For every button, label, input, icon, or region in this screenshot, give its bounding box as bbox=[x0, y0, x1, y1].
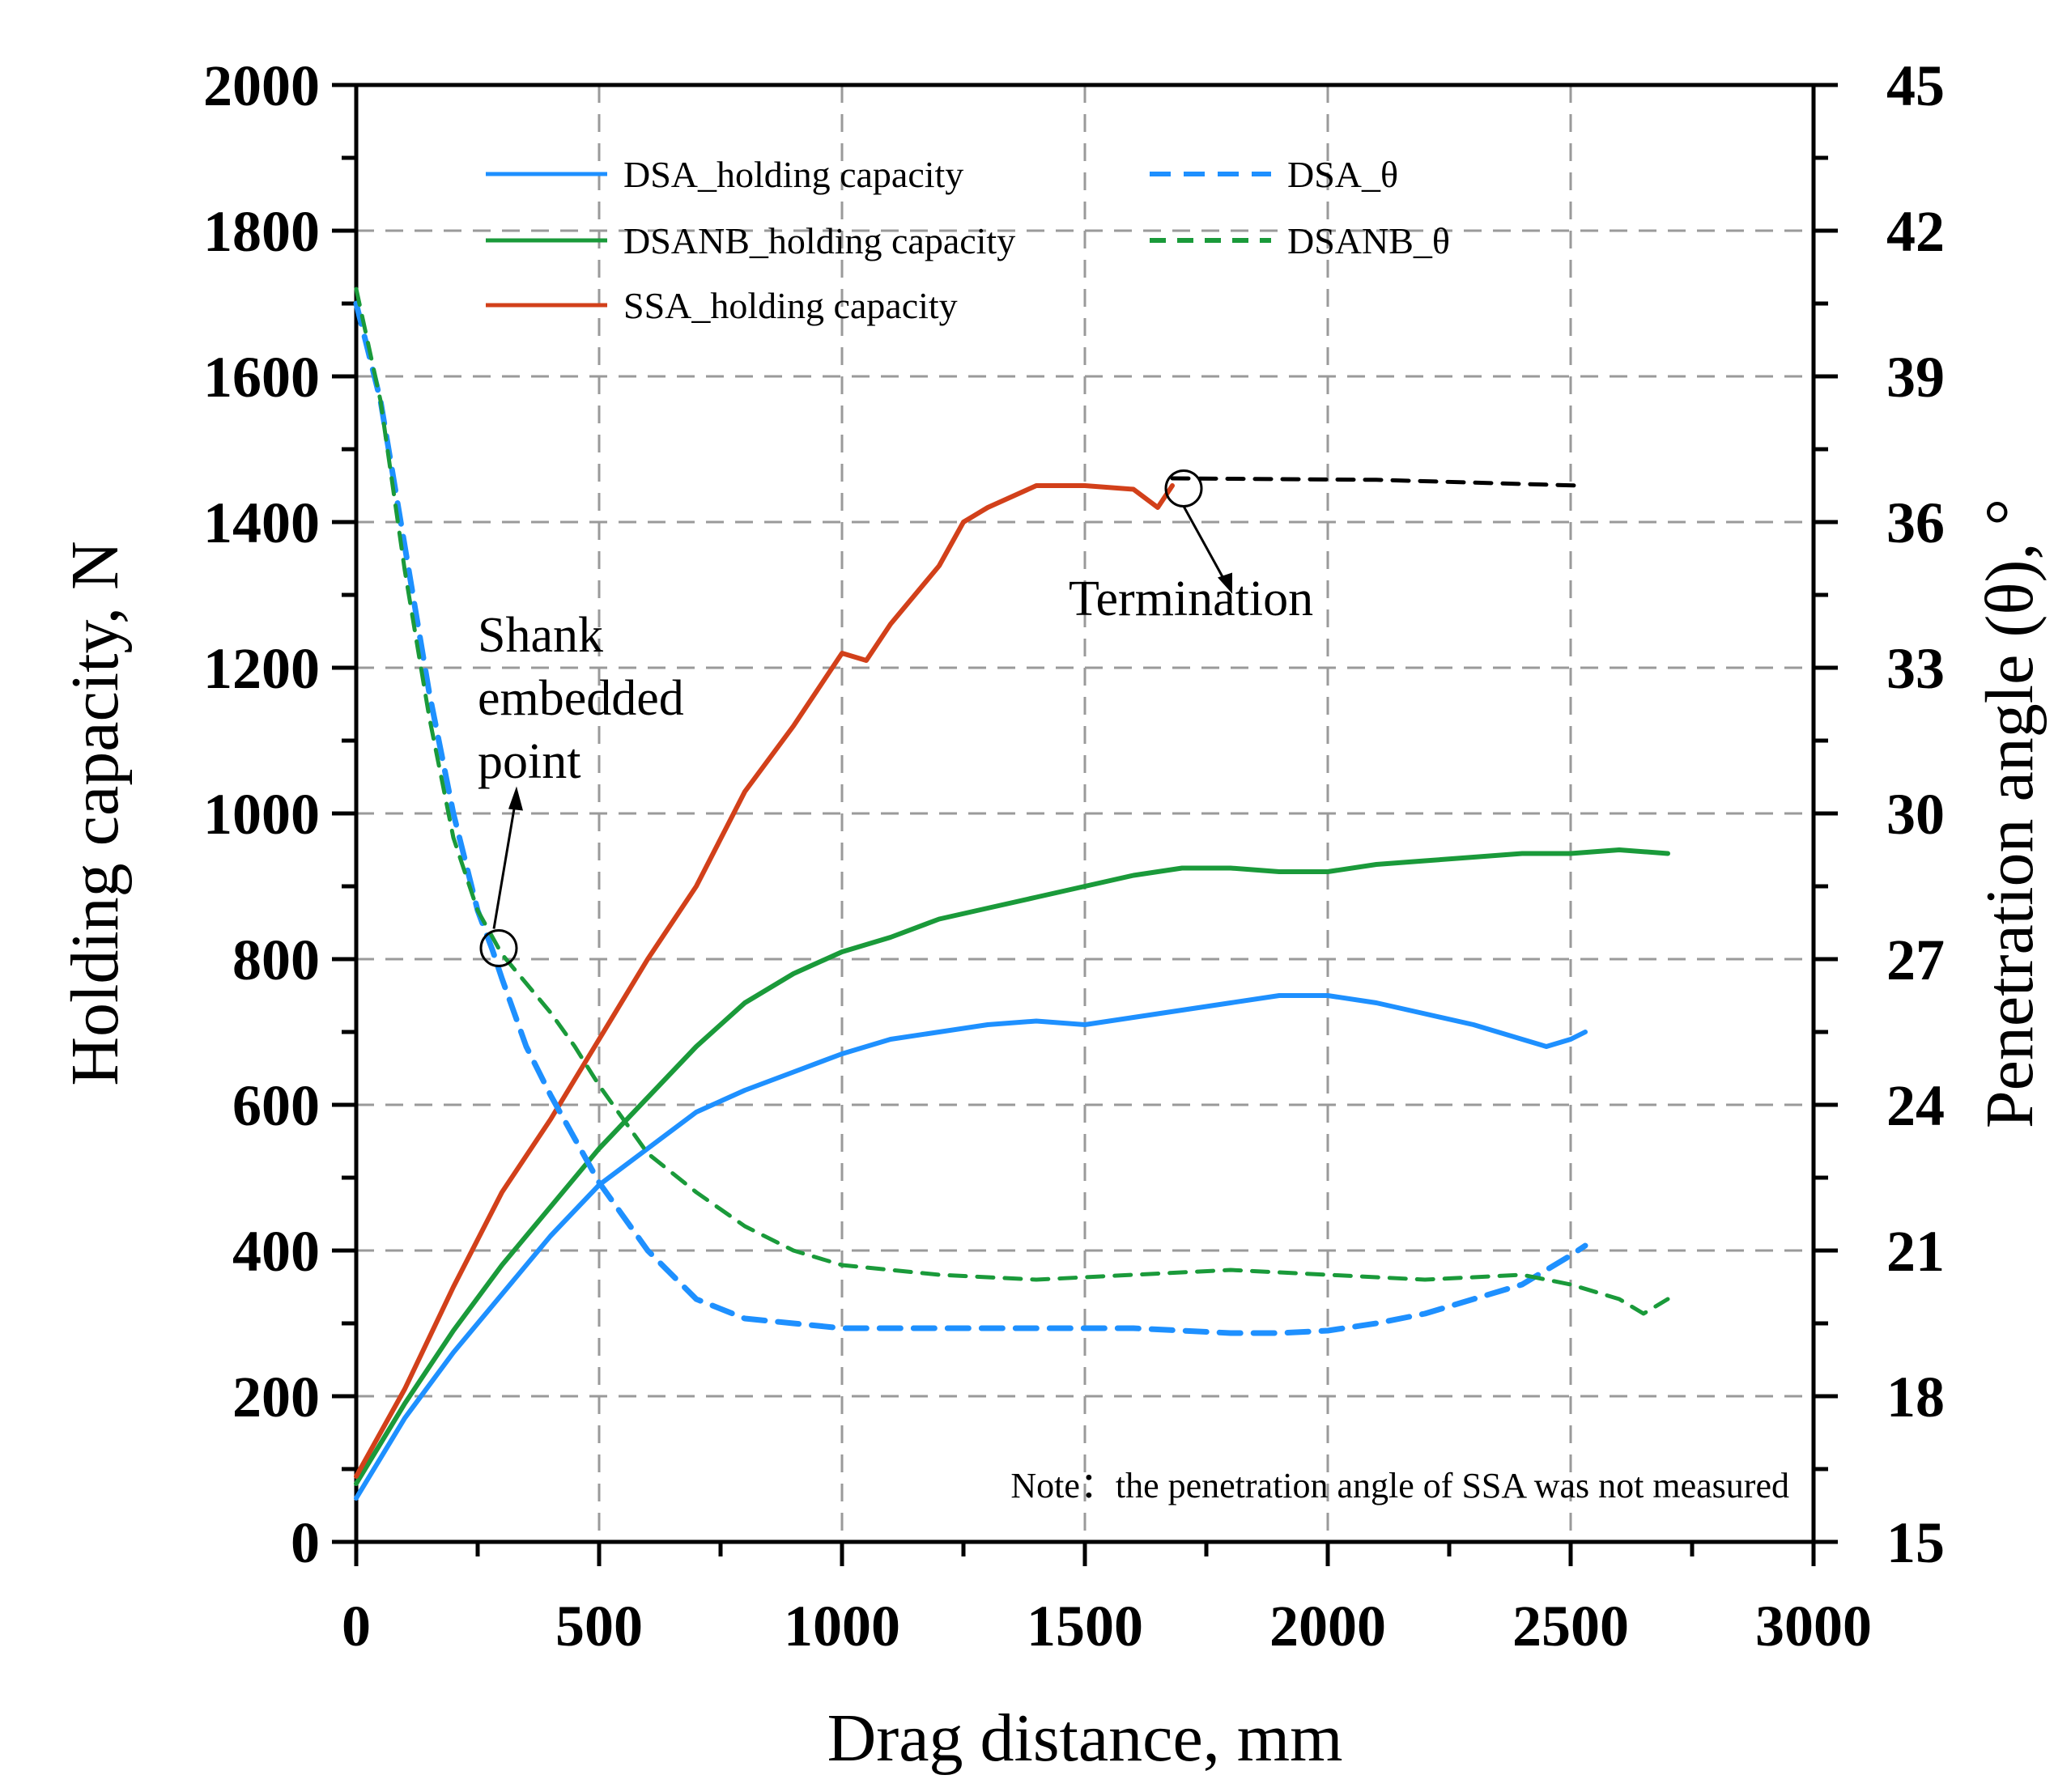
y-tick-label: 1800 bbox=[203, 199, 320, 264]
legend-dsa-theta-label: DSA_θ bbox=[1287, 154, 1398, 195]
x-axis-title: Drag distance, mm bbox=[827, 1701, 1343, 1776]
shank-annotation-text: Shank bbox=[478, 608, 603, 663]
termination-text: Termination bbox=[1069, 571, 1313, 626]
y2-tick-label: 45 bbox=[1886, 53, 1945, 118]
y2-tick-label: 36 bbox=[1886, 490, 1945, 555]
shank-annotation-arrowhead bbox=[508, 786, 523, 811]
y-tick-label: 200 bbox=[232, 1365, 320, 1429]
y2-tick-label: 30 bbox=[1886, 782, 1945, 847]
x-tick-label: 1000 bbox=[784, 1594, 900, 1658]
y2-tick-label: 24 bbox=[1886, 1073, 1945, 1138]
x-tick-label: 3000 bbox=[1755, 1594, 1872, 1658]
y-tick-label: 800 bbox=[232, 928, 320, 992]
y-tick-label: 1400 bbox=[203, 490, 320, 555]
y-tick-label: 2000 bbox=[203, 53, 320, 118]
legend-ssa-holding-capacity-label: SSA_holding capacity bbox=[623, 285, 958, 326]
axis-ticks: 0 500 1000 1500 2000 2500 3000 0 200 400 600 800 100… bbox=[203, 53, 1945, 1658]
y-tick-label: 1000 bbox=[203, 782, 320, 847]
dsanb-theta-line bbox=[354, 287, 1670, 1316]
y-tick-label: 1200 bbox=[203, 636, 320, 701]
dsanb-holding-capacity-line bbox=[354, 847, 1670, 1486]
annotations: Shank embedded point Termination Note：the pe… bbox=[478, 469, 1789, 1505]
ssa-holding-capacity-line bbox=[354, 483, 1175, 1479]
y2-tick-label: 33 bbox=[1886, 636, 1945, 701]
shank-annotation-text: point bbox=[478, 734, 580, 789]
legend-dsanb-theta-label: DSANB_θ bbox=[1287, 220, 1450, 261]
ssa-termination-projection-line bbox=[1170, 476, 1583, 488]
termination-arrow bbox=[1182, 505, 1229, 587]
legend: DSA_holding capacity DSA_θ DSANB_holding c… bbox=[486, 154, 1450, 326]
y-tick-label: 600 bbox=[232, 1073, 320, 1138]
x-tick-label: 0 bbox=[342, 1594, 371, 1658]
dsa-theta-line bbox=[353, 300, 1588, 1336]
termination-arrowhead bbox=[1218, 572, 1232, 594]
y2-tick-label: 42 bbox=[1886, 199, 1945, 264]
x-tick-label: 500 bbox=[555, 1594, 643, 1658]
y-tick-label: 1600 bbox=[203, 345, 320, 410]
y2-tick-label: 39 bbox=[1886, 345, 1945, 410]
y2-tick-label: 21 bbox=[1886, 1219, 1945, 1284]
x-tick-label: 1500 bbox=[1027, 1594, 1143, 1658]
y-tick-label: 400 bbox=[232, 1219, 320, 1284]
legend-dsa-holding-capacity-label: DSA_holding capacity bbox=[623, 154, 963, 195]
legend-dsanb-holding-capacity-label: DSANB_holding capacity bbox=[623, 220, 1015, 261]
y-axis-title: Holding capacity, N bbox=[57, 541, 133, 1085]
y-tick-label: 0 bbox=[291, 1510, 320, 1575]
shank-embedded-point-marker bbox=[479, 929, 518, 967]
y2-tick-label: 27 bbox=[1886, 928, 1945, 992]
shank-annotation-arrow bbox=[492, 794, 518, 929]
shank-annotation-text: embedded bbox=[478, 671, 684, 726]
grid bbox=[356, 85, 1814, 1542]
y2-axis-title: Penetration angle (θ), ° bbox=[1972, 499, 2048, 1128]
x-tick-label: 2500 bbox=[1512, 1594, 1629, 1658]
dsa-holding-capacity-line bbox=[354, 993, 1588, 1501]
x-tick-label: 2000 bbox=[1269, 1594, 1386, 1658]
y2-tick-label: 15 bbox=[1886, 1510, 1945, 1575]
series-group bbox=[353, 287, 1670, 1501]
note-text: Note：the penetration angle of SSA was no… bbox=[1010, 1466, 1789, 1505]
y2-tick-label: 18 bbox=[1886, 1365, 1945, 1429]
